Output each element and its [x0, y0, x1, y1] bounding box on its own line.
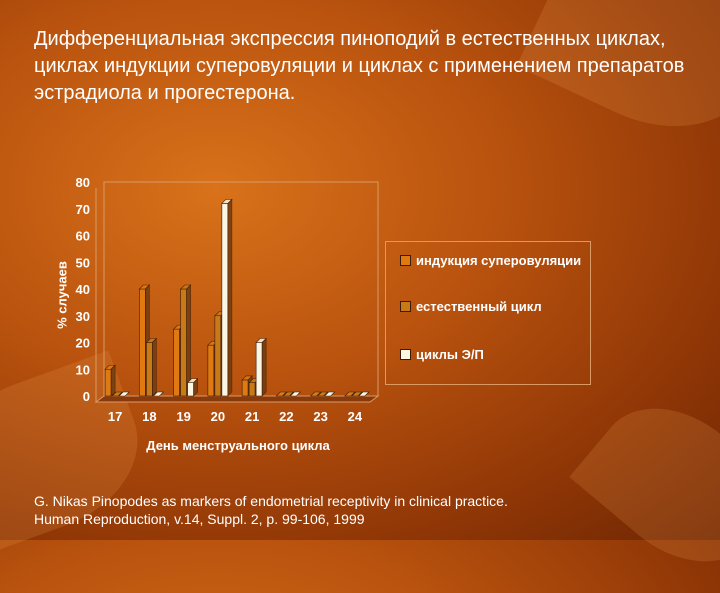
x-tick-label: 23	[313, 409, 327, 424]
legend-item-natural: естественный цикл	[400, 298, 542, 315]
bar	[309, 391, 322, 397]
bar	[344, 391, 356, 397]
y-axis-label: % случаев	[54, 261, 70, 329]
bar	[152, 391, 165, 397]
bar	[186, 377, 199, 397]
citation-line-1: G. Nikas Pinopodes as markers of endomet…	[34, 493, 508, 509]
bar	[111, 391, 123, 397]
bar	[289, 391, 302, 397]
bar	[358, 391, 370, 397]
x-tick-label: 20	[211, 409, 225, 424]
x-tick-label: 17	[108, 409, 122, 424]
legend-label: естественный цикл	[416, 299, 542, 314]
y-tick-label: 30	[76, 309, 90, 324]
bar-chart: 0 10 20 30 40 50 60 70 80 17 18 19 20 21 22 23 24	[76, 175, 380, 424]
x-tick-label: 24	[348, 409, 363, 424]
chart-legend: индукция суперовуляции естественный цикл…	[385, 241, 591, 385]
x-tick-label: 22	[279, 409, 293, 424]
citation: G. Nikas Pinopodes as markers of endomet…	[34, 492, 694, 528]
bar	[221, 198, 233, 397]
bar	[282, 391, 295, 397]
legend-swatch	[400, 255, 411, 266]
y-tick-label: 70	[76, 202, 90, 217]
legend-swatch	[400, 349, 411, 360]
legend-swatch	[400, 301, 411, 312]
y-tick-label: 60	[76, 229, 90, 244]
y-tick-label: 10	[76, 362, 90, 377]
bar	[255, 337, 267, 397]
x-tick-label: 21	[245, 409, 259, 424]
legend-item-superovulation: индукция суперовуляции	[400, 252, 581, 269]
y-tick-label: 40	[76, 282, 90, 297]
x-tick-label: 18	[142, 409, 156, 424]
bar	[316, 391, 329, 397]
legend-label: циклы Э/П	[416, 347, 484, 362]
plot-frame	[103, 181, 379, 397]
bar	[179, 284, 192, 397]
y-tick-label: 0	[83, 389, 90, 404]
citation-line-2: Human Reproduction, v.14, Suppl. 2, p. 9…	[34, 511, 365, 527]
bar	[323, 391, 336, 397]
bar	[104, 364, 116, 397]
y-tick-label: 20	[76, 336, 90, 351]
bar	[145, 337, 158, 397]
chart-ticks: 0 10 20 30 40 50 60 70 80 17 18 19 20 21 22 23 24	[76, 175, 363, 424]
x-axis-label: День менструального цикла	[146, 438, 330, 453]
chart-axes	[94, 181, 380, 403]
chart-floor	[94, 395, 380, 403]
x-tick-label: 19	[176, 409, 190, 424]
legend-label: индукция суперовуляции	[416, 253, 582, 268]
bar	[351, 391, 363, 397]
y-tick-label: 50	[76, 255, 90, 270]
bar	[275, 391, 288, 397]
slide-title: Дифференциальная экспрессия пиноподий в …	[34, 28, 685, 104]
chart-bars	[104, 198, 370, 397]
bar	[118, 391, 130, 397]
y-tick-label: 80	[76, 175, 90, 190]
legend-item-ep-cycles: циклы Э/П	[400, 346, 484, 363]
